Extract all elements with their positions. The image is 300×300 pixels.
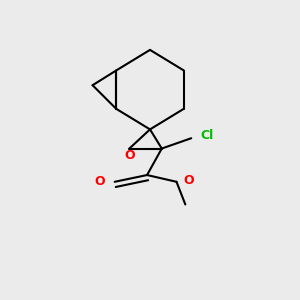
Text: O: O	[124, 149, 135, 162]
Text: O: O	[94, 175, 105, 188]
Text: Cl: Cl	[200, 129, 213, 142]
Text: O: O	[183, 174, 194, 187]
